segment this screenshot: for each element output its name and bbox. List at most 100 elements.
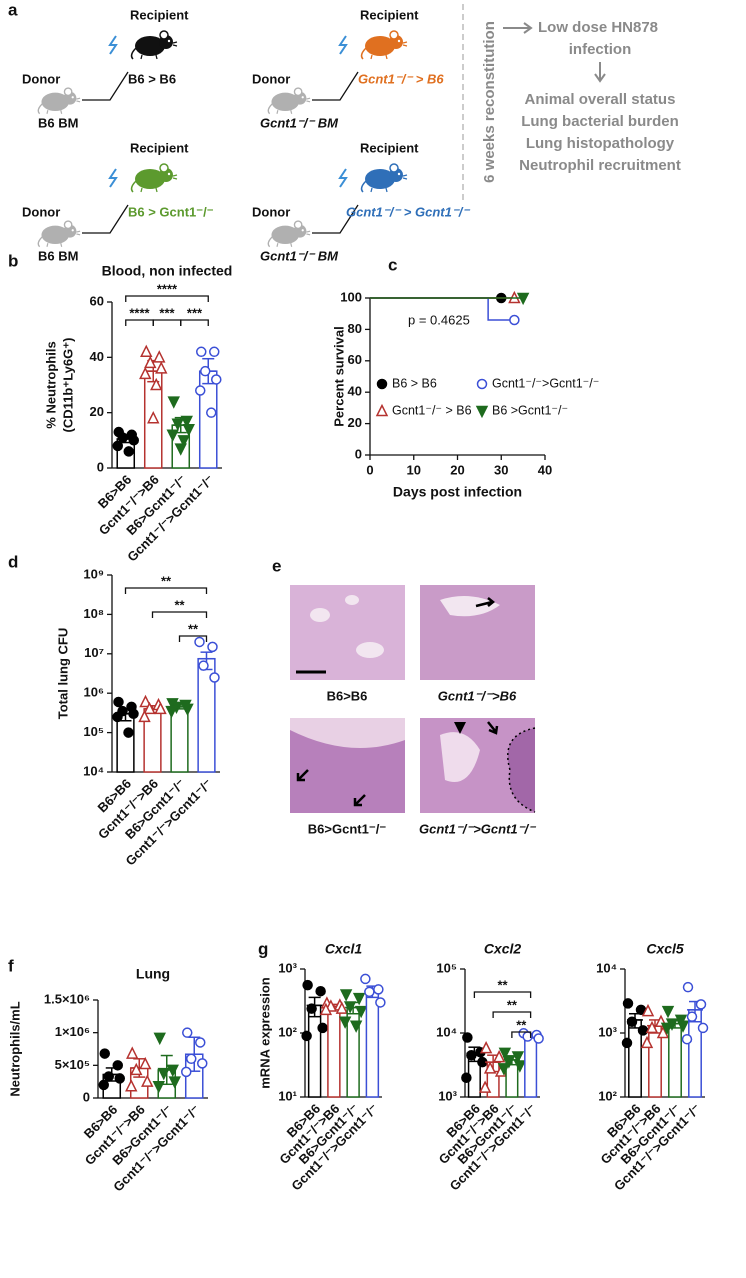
data-point <box>99 1048 110 1059</box>
bar <box>365 990 380 1098</box>
connector <box>312 71 359 101</box>
y-tick-label: 10² <box>278 1024 297 1039</box>
readout: Lung bacterial burden <box>521 113 679 130</box>
y-tick-label: 60 <box>348 352 362 367</box>
y-axis-label: (CD11b⁺Ly6G⁺) <box>60 338 75 433</box>
y-tick-label: 5×10⁵ <box>55 1057 90 1072</box>
data-point <box>141 1074 154 1087</box>
donor-mouse <box>37 87 81 115</box>
data-point <box>186 1053 197 1065</box>
significance-label: *** <box>159 305 175 320</box>
data-point <box>462 1032 473 1043</box>
bm-label: B6 BM <box>38 248 78 263</box>
panel-label: b <box>8 251 18 270</box>
bar <box>668 1022 682 1098</box>
data-point <box>656 1025 670 1039</box>
data-point <box>196 346 207 358</box>
connector <box>312 204 359 234</box>
data-point <box>461 1072 472 1083</box>
data-point <box>143 701 156 715</box>
data-point <box>478 1080 492 1093</box>
y-tick-label: 20 <box>348 415 362 430</box>
data-point <box>375 997 386 1008</box>
data-point <box>349 1020 363 1033</box>
legend-marker <box>376 378 388 390</box>
significance-bracket <box>492 1011 532 1018</box>
image-caption: Gcnt1⁻/⁻>B6 <box>438 688 517 703</box>
arrow <box>503 22 533 34</box>
data-point <box>339 989 353 1002</box>
data-point <box>200 365 211 377</box>
recipient-mouse <box>130 30 178 60</box>
significance-bracket <box>151 611 208 618</box>
panel-label: f <box>8 956 14 975</box>
arrow <box>594 62 606 83</box>
data-point <box>182 424 195 437</box>
data-point <box>139 694 152 708</box>
transplant-group: Recipient Donor Gcnt1⁻/⁻ > B6 Gcnt1⁻/⁻ B… <box>252 7 444 130</box>
recipient-label: Recipient <box>130 7 189 22</box>
arrow <box>296 769 309 782</box>
recipient-mouse <box>360 30 408 60</box>
data-point <box>483 1061 497 1074</box>
data-point <box>167 396 180 409</box>
data-point <box>180 415 193 429</box>
bar <box>116 713 135 773</box>
data-point <box>513 1060 527 1073</box>
y-tick-label: 10⁶ <box>84 685 104 700</box>
data-point <box>112 440 123 452</box>
transfer-label: B6 > B6 <box>128 71 176 86</box>
data-point <box>150 377 163 391</box>
donor-mouse <box>267 220 311 248</box>
y-tick-label: 10⁴ <box>83 763 104 778</box>
airspace <box>345 595 359 605</box>
data-point <box>306 1003 317 1014</box>
histology-image <box>420 718 536 813</box>
histology-image <box>290 585 405 680</box>
y-tick-label: 10⁵ <box>436 960 457 975</box>
significance-bracket <box>180 319 209 326</box>
data-point <box>626 1016 638 1027</box>
legend-marker <box>375 403 389 417</box>
donor-mouse <box>267 87 311 115</box>
transplant-group: Recipient Donor B6 > Gcnt1⁻/⁻ B6 BM <box>22 140 214 263</box>
lesion-outline <box>507 727 536 813</box>
data-point <box>195 385 206 396</box>
data-point <box>682 981 694 993</box>
significance-bracket <box>125 295 209 302</box>
legend-marker <box>476 378 488 390</box>
y-tick-label: 0 <box>83 1089 90 1104</box>
image-caption: B6>B6 <box>327 688 368 703</box>
chart-title: Cxcl5 <box>646 941 684 957</box>
data-point <box>622 998 634 1009</box>
data-point <box>125 1079 138 1092</box>
image-caption: Gcnt1⁻/⁻>Gcnt1⁻/⁻ <box>419 821 537 836</box>
transfer-label: Gcnt1⁻/⁻ > B6 <box>358 71 444 86</box>
data-point <box>373 984 384 995</box>
data-point <box>153 1032 166 1046</box>
data-point <box>695 999 707 1010</box>
data-point <box>516 292 530 306</box>
y-tick-label: 60 <box>90 293 104 308</box>
data-point <box>130 1062 143 1076</box>
data-point <box>98 1079 109 1091</box>
irradiation-icon <box>108 35 118 55</box>
data-point <box>182 1027 193 1038</box>
data-point <box>174 443 187 456</box>
transplant-group: Recipient Donor Gcnt1⁻/⁻ > Gcnt1⁻/⁻ Gcnt… <box>252 140 471 263</box>
airway <box>290 718 405 748</box>
data-point <box>498 1047 512 1061</box>
legend-marker <box>475 405 489 419</box>
y-tick-label: 0 <box>355 446 362 461</box>
x-tick-label: 0 <box>366 462 373 477</box>
y-axis-label: Total lung CFU <box>55 628 70 719</box>
significance-label: **** <box>129 305 150 320</box>
data-point <box>209 672 220 683</box>
significance-label: ** <box>497 977 508 992</box>
significance-label: ** <box>188 621 199 636</box>
recipient-mouse <box>130 163 178 193</box>
y-tick-label: 10⁹ <box>83 566 104 581</box>
transplant-group: Recipient Donor B6 > B6 B6 BM <box>22 7 189 130</box>
recipient-label: Recipient <box>360 140 419 155</box>
